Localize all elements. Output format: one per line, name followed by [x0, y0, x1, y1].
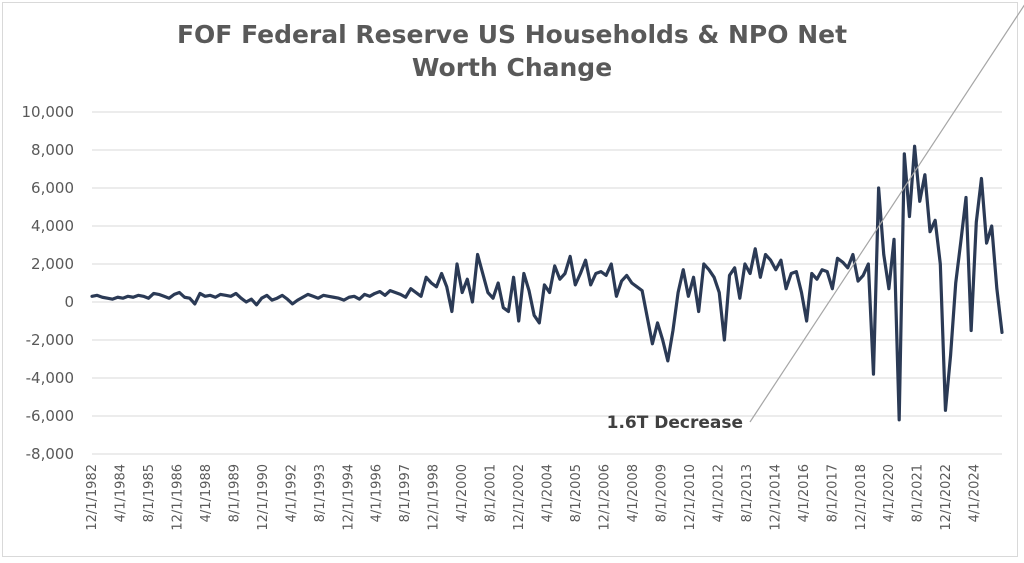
x-tick-label: 12/1/2018	[854, 464, 869, 531]
x-tick-label: 12/1/1986	[170, 464, 185, 531]
x-tick-label: 12/1/1998	[427, 464, 442, 531]
x-tick-label: 12/1/1994	[341, 464, 356, 531]
x-tick-label: 12/1/2022	[939, 464, 954, 531]
x-tick-label: 4/1/1992	[284, 464, 299, 522]
x-tick-label: 8/1/1989	[227, 464, 242, 522]
gridlines	[92, 111, 1002, 455]
x-tick-label: 8/1/2009	[655, 464, 670, 522]
x-tick-label: 8/1/2005	[569, 464, 584, 522]
x-tick-label: 8/1/2017	[825, 464, 840, 522]
x-tick-label: 4/1/2020	[882, 464, 897, 522]
x-tick-label: 4/1/2024	[968, 464, 983, 522]
x-tick-label: 4/1/2016	[797, 464, 812, 522]
y-tick-label: 0	[64, 293, 74, 311]
x-tick-label: 12/1/1982	[85, 464, 100, 531]
x-tick-label: 4/1/2000	[455, 464, 470, 522]
y-tick-label: -8,000	[26, 445, 74, 463]
x-tick-label: 4/1/1984	[114, 464, 129, 522]
x-tick-label: 8/1/1993	[313, 464, 328, 522]
y-tick-label: 6,000	[31, 179, 74, 197]
y-tick-label: -2,000	[26, 331, 74, 349]
x-tick-label: 4/1/1988	[199, 464, 214, 522]
x-tick-label: 4/1/2012	[711, 464, 726, 522]
x-tick-label: 12/1/2014	[768, 464, 783, 531]
x-tick-label: 8/1/2001	[484, 464, 499, 522]
net-worth-change-series-line	[90, 144, 1004, 422]
annotation-layer: 1.6T Decrease	[607, 4, 1024, 433]
annotation-label: 1.6T Decrease	[607, 413, 743, 433]
y-tick-label: -6,000	[26, 407, 74, 425]
x-tick-label: 4/1/2004	[541, 464, 556, 522]
annotation-leader-line	[749, 4, 1024, 423]
x-tick-label: 8/1/2021	[911, 464, 926, 522]
x-tick-label: 12/1/1990	[256, 464, 271, 531]
x-tick-label: 12/1/2010	[683, 464, 698, 531]
y-tick-label: 2,000	[31, 255, 74, 273]
y-tick-label: 10,000	[22, 103, 75, 121]
chart-title-line-1: FOF Federal Reserve US Households & NPO …	[176, 20, 848, 49]
series-layer	[90, 144, 1004, 422]
y-tick-label: 8,000	[31, 141, 74, 159]
x-tick-label: 12/1/2006	[598, 464, 613, 531]
y-tick-label: -4,000	[26, 369, 74, 387]
chart-title: FOF Federal Reserve US Households & NPO …	[0, 18, 1024, 84]
x-tick-label: 12/1/2002	[512, 464, 527, 531]
x-tick-label: 8/1/2013	[740, 464, 755, 522]
x-axis-tick-labels: 12/1/1982 4/1/1984 8/1/1985 12/1/1986 4/1/19…	[85, 464, 983, 531]
x-tick-label: 8/1/1997	[398, 464, 413, 522]
x-tick-label: 4/1/2008	[626, 464, 641, 522]
y-axis-tick-labels: 10,000 8,000 6,000 4,000 2,000 0 -2,000 -4,000 -…	[22, 103, 75, 463]
chart-frame	[2, 2, 1018, 557]
chart-title-line-2: Worth Change	[411, 53, 613, 82]
y-tick-label: 4,000	[31, 217, 74, 235]
x-tick-label: 4/1/1996	[370, 464, 385, 522]
x-tick-label: 8/1/1985	[142, 464, 157, 522]
